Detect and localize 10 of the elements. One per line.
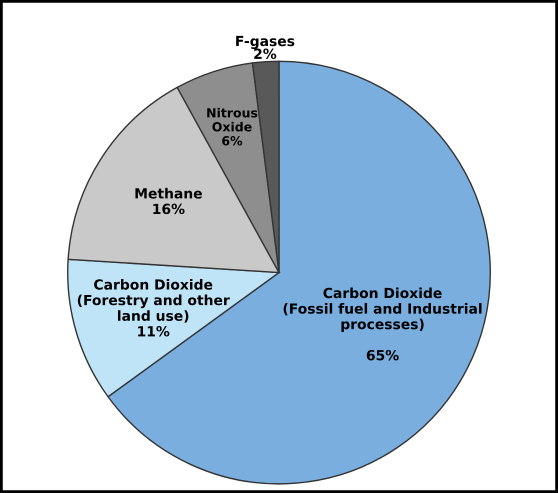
data-label: 11%: [138, 326, 170, 337]
data-label: 16%: [153, 204, 185, 214]
slice-label: Methane: [135, 188, 202, 199]
slice-label: Carbon Dioxide (Fossil fuel and Industrial processes): [284, 287, 482, 332]
slice-label: Carbon Dioxide (Forestry and other land use): [78, 279, 230, 323]
slice-label: Nitrous Oxide: [207, 108, 258, 132]
slice-label: F-gases: [236, 36, 294, 50]
data-label: 65%: [366, 350, 399, 360]
data-label: 2%: [254, 48, 276, 60]
data-label: 6%: [222, 136, 242, 146]
